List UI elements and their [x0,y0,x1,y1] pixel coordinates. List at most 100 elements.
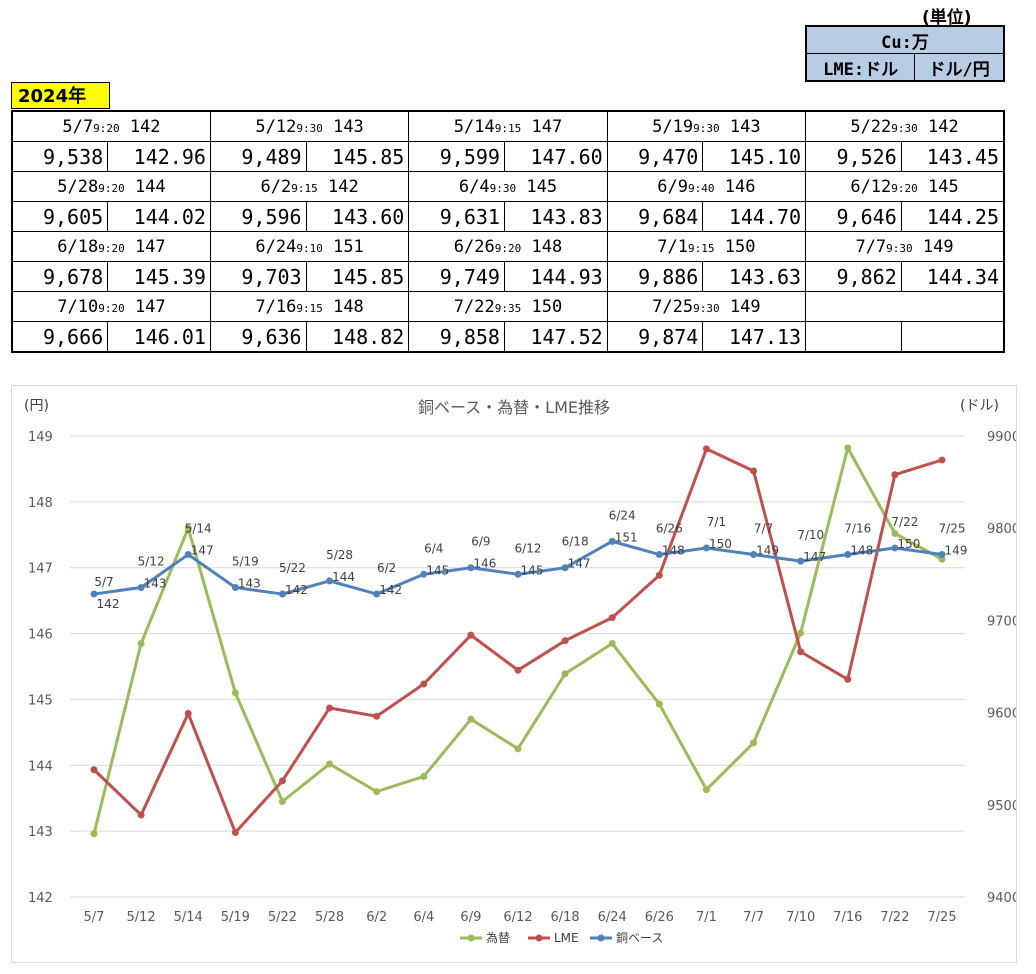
record-date: 6/9 [657,176,689,197]
legend-label: LME [554,931,579,945]
record-header: 6/249:10 151 [209,231,410,262]
point-date-label: 5/12 [138,554,165,568]
point-date-label: 6/2 [377,561,396,575]
data-point [137,811,145,819]
point-value-label: 143 [144,576,167,590]
point-value-label: 142 [285,583,308,597]
record-fx: 143.63 [702,261,807,292]
record-time: 9:20 [494,241,522,255]
point-value-label: 142 [97,597,120,611]
record-lme: 9,703 [209,261,307,292]
series-line [92,446,943,835]
record-base: 150 [714,236,756,257]
record-time: 9:40 [688,181,715,195]
x-tick-label: 5/22 [268,910,297,925]
record-lme: 9,749 [408,261,505,292]
point-value-label: 143 [238,576,261,590]
data-point [608,537,616,545]
point-value-label: 146 [473,557,496,571]
point-value-label: 148 [850,544,873,558]
legend-label: 為替 [486,931,510,945]
record-base: 147 [124,236,166,257]
data-point [90,766,98,774]
record-fx: 147.52 [503,321,608,353]
left-tick-label: 148 [28,496,53,511]
data-point [420,570,428,578]
record-header: 5/289:20 144 [11,171,211,202]
point-value-label: 145 [426,563,449,577]
record-fx: 144.02 [107,201,211,232]
record-fx: 144.70 [702,201,807,232]
x-tick-label: 6/4 [413,910,434,925]
record-date: 6/24 [255,236,297,257]
legend-marker [467,934,475,942]
data-point [750,551,758,559]
record-lme: 9,684 [606,201,704,232]
record-header: 7/109:20 147 [11,291,211,322]
record-header: 5/79:20 142 [11,110,211,142]
x-tick-label: 7/1 [696,910,717,925]
record-date: 5/7 [62,116,94,137]
point-date-label: 6/26 [656,522,683,536]
point-date-label: 5/28 [326,548,353,562]
record-base: 142 [119,116,161,137]
record-time: 9:35 [494,301,522,315]
data-point [797,557,805,565]
point-date-label: 7/7 [754,522,773,536]
unit-lme: LME:ドル [805,53,916,82]
data-point [797,648,805,656]
record-fx: 143.60 [305,201,410,232]
record-base: 146 [714,176,756,197]
right-tick-label: 9800 [987,522,1016,537]
left-axis-title: (円) [24,398,49,414]
left-tick-label: 146 [28,628,53,643]
point-date-label: 7/1 [707,515,726,529]
x-tick-label: 6/26 [645,910,674,925]
record-header: 6/49:30 145 [408,171,608,202]
left-tick-label: 145 [28,693,53,708]
data-point [467,715,475,723]
x-tick-label: 7/22 [880,910,909,925]
record-fx: 145.85 [305,261,410,292]
x-tick-label: 7/16 [833,910,862,925]
point-date-label: 6/4 [424,541,443,555]
point-date-label: 5/19 [232,554,259,568]
x-tick-label: 7/7 [743,910,764,925]
data-point [561,670,569,678]
record-date: 7/16 [255,296,297,317]
record-date: 7/22 [453,296,495,317]
record-header: 7/259:30 149 [606,291,807,322]
right-tick-label: 9400 [987,891,1016,906]
data-point [655,571,663,579]
legend-marker [535,934,543,942]
data-point [373,712,381,720]
x-tick-label: 6/2 [366,910,387,925]
record-time: 9:15 [296,301,323,315]
record-header: 7/229:35 150 [408,291,608,322]
record-time: 9:15 [688,241,715,255]
left-tick-label: 143 [28,825,53,840]
data-point [90,590,98,598]
data-point [561,637,569,645]
record-fx: 143.45 [900,141,1005,172]
record-fx: 145.85 [305,141,410,172]
record-header: 6/129:20 145 [805,171,1005,202]
record-lme: 9,646 [805,201,902,232]
data-point [938,551,946,559]
record-lme: 9,470 [606,141,704,172]
right-tick-label: 9600 [987,707,1016,722]
data-point [420,680,428,688]
x-tick-label: 6/18 [551,910,580,925]
record-time: 9:10 [296,241,323,255]
trend-chart: 142 143 144 145 146 147 148 149 9400 9500 9600 9700… [24,398,1020,945]
point-date-label: 6/24 [609,508,636,522]
x-tick-label: 6/12 [503,910,532,925]
data-point [561,564,569,572]
record-base: 142 [917,116,959,137]
record-time: 9:30 [891,121,918,135]
record-date: 7/10 [57,296,99,317]
record-lme: 9,489 [209,141,307,172]
data-point [278,777,286,785]
record-lme: 9,599 [408,141,505,172]
unit-cu: Cu:万 [805,25,1005,54]
